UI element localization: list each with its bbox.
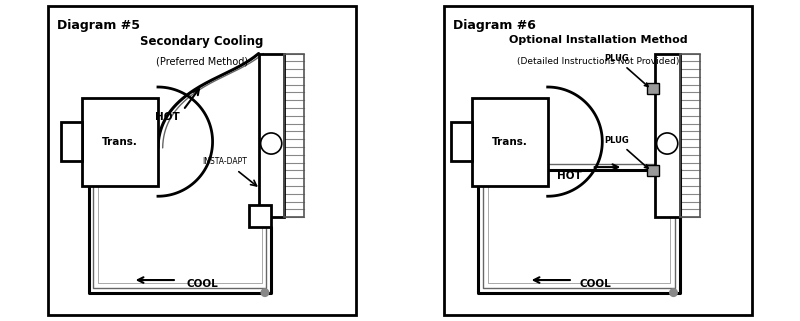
Bar bbox=[62, 122, 82, 161]
Bar bbox=[472, 98, 548, 186]
Text: Diagram #6: Diagram #6 bbox=[454, 19, 536, 32]
Text: INSTA-DAPT: INSTA-DAPT bbox=[202, 157, 247, 166]
Bar bbox=[249, 204, 271, 227]
Text: Diagram #5: Diagram #5 bbox=[58, 19, 140, 32]
Bar bbox=[654, 54, 680, 217]
Bar bbox=[646, 83, 659, 94]
Bar bbox=[284, 54, 304, 217]
Bar bbox=[646, 165, 659, 176]
Circle shape bbox=[261, 133, 282, 154]
Text: COOL: COOL bbox=[186, 280, 218, 290]
Text: PLUG: PLUG bbox=[604, 54, 648, 86]
Text: (Detailed Instructions Not Provided): (Detailed Instructions Not Provided) bbox=[517, 57, 679, 66]
Text: Trans.: Trans. bbox=[102, 137, 138, 147]
Bar bbox=[82, 98, 158, 186]
Text: Trans.: Trans. bbox=[492, 137, 528, 147]
Bar bbox=[451, 122, 472, 161]
Bar bbox=[258, 54, 284, 217]
Bar bbox=[680, 54, 700, 217]
Text: HOT: HOT bbox=[557, 171, 582, 181]
Circle shape bbox=[261, 289, 269, 296]
Text: PLUG: PLUG bbox=[604, 136, 648, 168]
Text: COOL: COOL bbox=[579, 280, 611, 290]
Circle shape bbox=[657, 133, 678, 154]
Circle shape bbox=[670, 289, 678, 296]
Text: Optional Installation Method: Optional Installation Method bbox=[509, 35, 687, 45]
Text: (Preferred Method): (Preferred Method) bbox=[156, 57, 248, 67]
Text: HOT: HOT bbox=[155, 112, 179, 122]
Text: Secondary Cooling: Secondary Cooling bbox=[140, 35, 264, 48]
